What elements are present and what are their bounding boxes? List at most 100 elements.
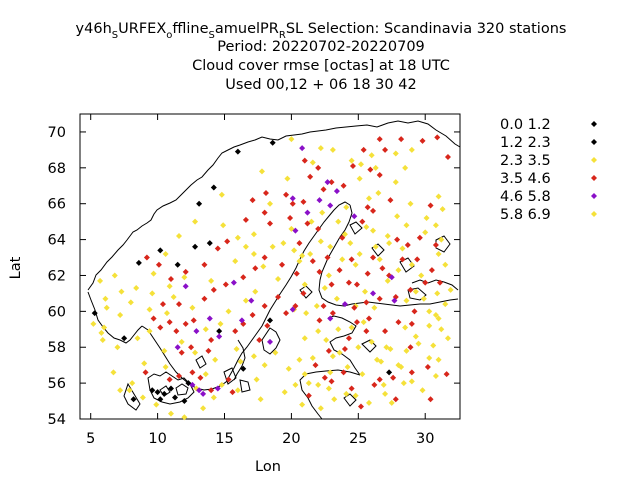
- station-marker-class-2: [225, 308, 232, 315]
- station-marker-class-3: [428, 267, 435, 274]
- station-marker-class-2: [371, 304, 378, 311]
- station-marker-class-3: [345, 279, 352, 286]
- station-marker-class-4: [267, 338, 273, 345]
- station-marker-class-0: [172, 394, 178, 401]
- station-marker-class-5: [210, 394, 217, 401]
- y-tick-label: 68: [48, 161, 66, 177]
- station-marker-class-3: [292, 302, 299, 309]
- station-marker-class-5: [181, 274, 188, 281]
- station-marker-class-3: [159, 301, 166, 308]
- station-marker-class-3: [376, 376, 383, 383]
- station-marker-class-5: [372, 164, 379, 171]
- station-marker-class-0: [167, 385, 174, 392]
- station-marker-class-2: [382, 390, 389, 397]
- title-line-3: Cloud cover rmse [octas] at 18 UTC: [192, 58, 450, 74]
- station-marker-class-3: [249, 311, 256, 318]
- station-marker-class-5: [117, 387, 124, 394]
- station-marker-class-2: [360, 319, 367, 326]
- station-marker-class-4: [324, 179, 331, 186]
- station-marker-class-2: [170, 294, 177, 300]
- station-marker-class-3: [345, 335, 352, 342]
- station-marker-class-5: [284, 175, 291, 182]
- axis-ticks: 5 10 15 20 25 30 54 56 58 60 62 64 66 68 70: [48, 114, 460, 447]
- station-marker-class-2: [432, 222, 439, 229]
- station-marker-class-3: [434, 134, 441, 141]
- plot-frame: [79, 113, 461, 420]
- station-marker-class-2: [335, 326, 342, 333]
- station-marker-class-3: [312, 362, 319, 369]
- station-marker-class-3: [363, 299, 370, 306]
- station-marker-class-5: [110, 369, 117, 376]
- station-marker-class-2: [366, 195, 373, 202]
- station-marker-class-2: [362, 288, 368, 295]
- station-marker-class-5: [232, 258, 239, 265]
- station-marker-class-2: [303, 310, 310, 317]
- station-marker-class-5: [442, 301, 449, 308]
- station-marker-class-5: [426, 308, 433, 315]
- legend: 0.0 1.2 1.2 2.3 2.3 3.5 3.5 4.6 4.6 5.8 5.8 6…: [500, 117, 597, 223]
- station-marker-class-1: [234, 148, 241, 155]
- station-marker-class-2: [422, 229, 429, 236]
- station-marker-class-3: [167, 276, 174, 283]
- station-marker-class-3: [382, 328, 389, 335]
- station-marker-class-4: [351, 213, 358, 220]
- station-marker-class-2: [202, 326, 209, 333]
- station-marker-class-2: [352, 392, 359, 399]
- station-marker-class-0: [91, 310, 98, 317]
- station-marker-class-3: [399, 256, 406, 263]
- station-marker-class-3: [390, 374, 397, 381]
- station-marker-class-3: [173, 328, 180, 335]
- station-marker-class-3: [142, 369, 149, 376]
- station-marker-class-2: [344, 363, 351, 370]
- station-marker-class-5: [435, 193, 442, 200]
- station-marker-class-2: [323, 337, 330, 344]
- station-marker-class-2: [134, 335, 141, 342]
- station-marker-class-5: [402, 324, 409, 331]
- station-marker-class-5: [343, 390, 350, 397]
- station-marker-class-4: [189, 381, 196, 388]
- station-marker-class-4: [248, 297, 255, 304]
- station-marker-class-3: [349, 163, 356, 170]
- station-marker-class-2: [375, 189, 382, 196]
- station-marker-class-3: [416, 234, 423, 241]
- station-marker-class-2: [299, 401, 306, 408]
- station-marker-class-5: [146, 306, 153, 313]
- x-tick-label: 15: [215, 431, 233, 447]
- station-marker-class-3: [261, 209, 268, 216]
- station-marker-class-4: [238, 317, 245, 324]
- station-marker-class-3: [353, 319, 360, 326]
- station-marker-class-2: [250, 353, 257, 360]
- station-marker-class-5: [296, 356, 303, 363]
- station-marker-class-5: [234, 387, 241, 394]
- station-marker-class-3: [398, 136, 405, 143]
- station-marker-class-4: [289, 306, 296, 313]
- station-marker-class-2: [407, 200, 414, 207]
- station-marker-class-2: [434, 290, 441, 297]
- station-marker-class-3: [427, 396, 434, 403]
- station-marker-class-3: [305, 392, 312, 399]
- station-marker-class-2: [392, 150, 399, 157]
- station-markers: [90, 134, 454, 421]
- station-marker-class-2: [133, 285, 140, 292]
- station-marker-class-5: [250, 250, 257, 257]
- station-marker-class-5: [426, 355, 433, 361]
- station-marker-class-2: [146, 328, 153, 335]
- station-marker-class-5: [269, 243, 276, 250]
- station-marker-class-4: [391, 297, 398, 304]
- station-marker-class-1: [240, 365, 247, 372]
- station-marker-class-4: [388, 274, 395, 281]
- station-marker-class-0: [210, 184, 217, 191]
- station-marker-class-5: [220, 222, 227, 229]
- station-marker-class-3: [328, 179, 335, 186]
- station-marker-class-3: [320, 186, 327, 193]
- station-marker-class-0: [192, 243, 199, 250]
- station-marker-class-3: [320, 302, 327, 309]
- station-marker-class-2: [149, 290, 156, 297]
- station-marker-class-2: [352, 261, 359, 268]
- station-marker-class-3: [182, 320, 189, 327]
- station-marker-class-2: [162, 250, 169, 257]
- station-marker-class-4: [182, 283, 189, 290]
- legend-label: 0.0 1.2: [500, 117, 551, 133]
- station-marker-class-3: [407, 286, 414, 293]
- station-marker-class-2: [341, 231, 348, 238]
